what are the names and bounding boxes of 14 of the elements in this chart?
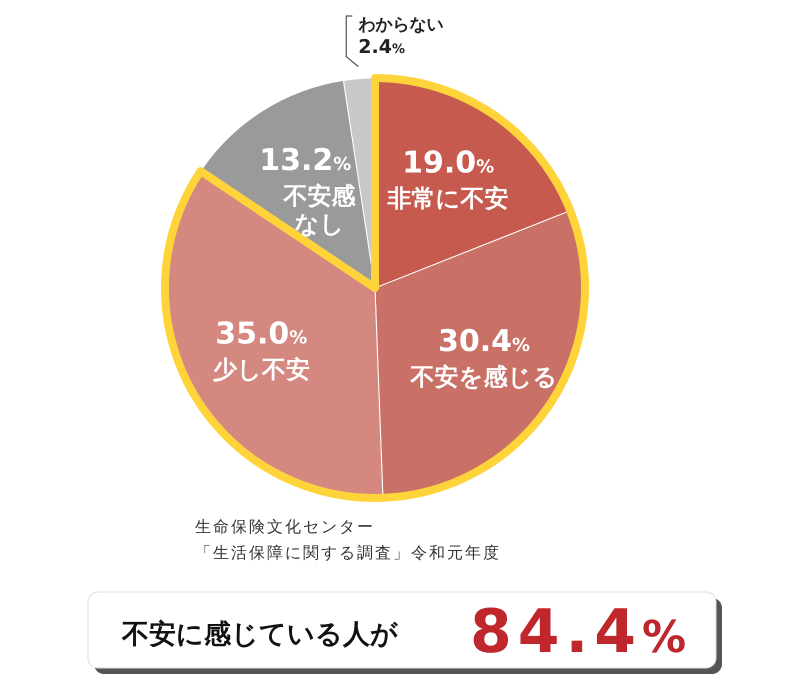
data-label: 13.2% xyxy=(259,143,352,178)
data-label: 2.4% xyxy=(358,36,405,58)
text: 不安に感じている人が xyxy=(121,619,399,650)
text: 生命保険文化センター xyxy=(195,517,375,536)
data-label: 35.0% xyxy=(215,316,308,352)
slice-label: 非常に不安 xyxy=(386,184,509,212)
text: 「生活保障に関する調査」令和元年度 xyxy=(195,543,501,562)
slice-label: わからない xyxy=(357,15,444,35)
data-label: 19.0% xyxy=(402,145,494,180)
slice-label: 不安を感じる xyxy=(410,363,558,392)
slice-label: 不安感なし xyxy=(282,182,356,238)
data-label: 30.4% xyxy=(438,324,530,360)
text: 84.4% xyxy=(470,597,692,667)
slice-label: 少し不安 xyxy=(212,355,310,384)
